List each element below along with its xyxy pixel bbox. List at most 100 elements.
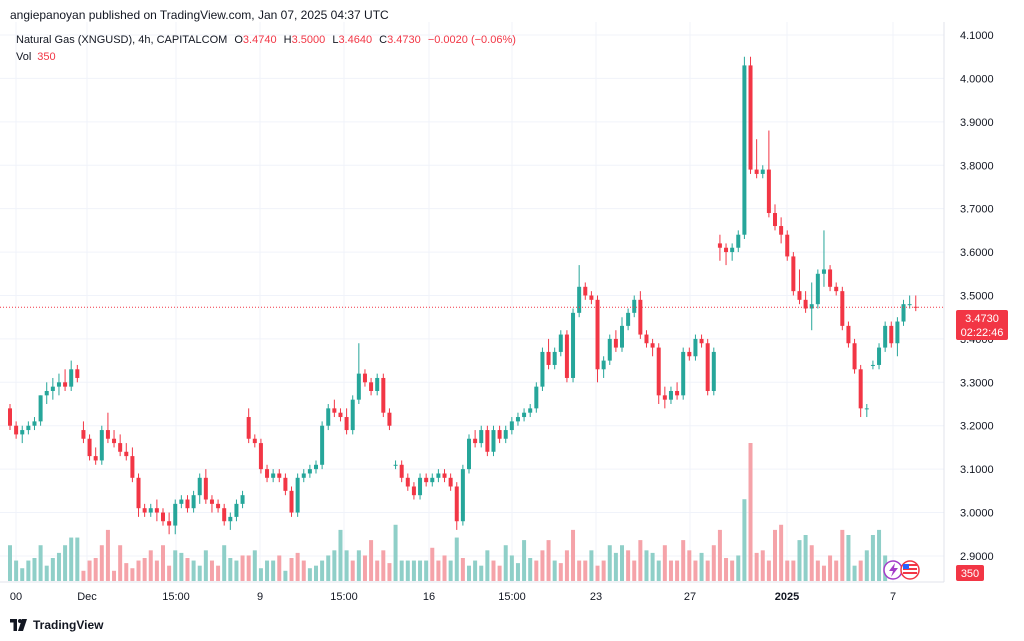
candle-body [467, 438, 471, 470]
volume-bar [105, 529, 110, 581]
volume-bar [81, 570, 86, 581]
candle [338, 408, 343, 422]
volume-bar [552, 560, 557, 581]
candle [821, 230, 826, 287]
candle-body [307, 469, 312, 474]
candle-body [301, 473, 306, 478]
candle [687, 347, 692, 361]
candle-body [362, 373, 367, 383]
candle-body [479, 430, 484, 444]
candle-body [742, 65, 747, 235]
candle [460, 464, 465, 526]
candle-body [852, 343, 857, 370]
volume-bar [216, 565, 221, 581]
candle-body [418, 477, 423, 496]
candle [913, 295, 918, 312]
tradingview-logo[interactable]: TradingView [10, 618, 103, 632]
volume-bar [424, 560, 429, 581]
y-tick-label: 3.2000 [960, 421, 994, 433]
candle-body [779, 226, 784, 235]
candle-body [828, 269, 833, 287]
candle [528, 404, 533, 418]
candle-body [644, 334, 649, 344]
volume-bar [717, 529, 722, 581]
candle [405, 473, 410, 491]
y-tick-label: 3.9000 [960, 117, 994, 129]
candle-body [803, 299, 808, 309]
price-tag-countdown: 02:22:46 [961, 327, 1004, 339]
volume-bar [56, 552, 61, 581]
candle-body [821, 269, 826, 274]
volume-bar [485, 550, 490, 581]
candle-body [454, 486, 459, 522]
candle [118, 434, 123, 457]
volume-bar [730, 560, 735, 581]
volume-bar [546, 540, 551, 581]
candle [693, 334, 698, 361]
volume-bar [252, 550, 257, 581]
y-tick-label: 3.5000 [960, 290, 994, 302]
candle-body [209, 499, 214, 504]
candle-body [448, 477, 453, 487]
candle [889, 321, 894, 348]
volume-bar [687, 550, 692, 581]
candle-body [877, 347, 882, 365]
volume-bar [809, 545, 814, 581]
candle [234, 499, 239, 522]
candle [418, 473, 423, 500]
volume-bar [387, 563, 392, 581]
candle-body [20, 430, 25, 435]
volume-bar [558, 563, 563, 581]
candle-body [375, 377, 380, 391]
volume-bar [791, 560, 796, 581]
candle-body [748, 65, 753, 170]
volume-bar [760, 550, 765, 581]
x-tick-label: 15:00 [330, 591, 358, 603]
candle-body [693, 338, 698, 357]
candle [307, 464, 312, 478]
symbol-name[interactable]: Natural Gas (XNGUSD), 4h, CAPITALCOM [16, 34, 228, 46]
price-tag-value: 3.4730 [965, 313, 999, 325]
candle [161, 508, 165, 526]
candle [75, 364, 80, 383]
us-flag-icon[interactable] [900, 560, 920, 580]
candle-body [142, 508, 147, 513]
symbol-legend: Natural Gas (XNGUSD), 4h, CAPITALCOM O3.… [16, 34, 520, 46]
volume-bar [393, 524, 398, 581]
candle [540, 347, 545, 391]
volume-bar [503, 545, 508, 581]
candle [69, 360, 74, 391]
volume-bar [528, 558, 533, 581]
volume-bar [699, 552, 704, 581]
candle [246, 408, 251, 444]
candle [864, 404, 869, 418]
candle-body [834, 286, 839, 292]
candle-body [717, 243, 722, 248]
volume-bar [846, 535, 851, 581]
x-tick-label: 7 [890, 591, 896, 603]
candle [289, 486, 294, 517]
candle [638, 291, 643, 339]
candle-body [258, 443, 263, 470]
candle [63, 369, 68, 391]
publisher-line: angiepanoyan published on TradingView.co… [10, 8, 389, 22]
volume-bar [773, 529, 777, 581]
candle [699, 334, 704, 348]
candle-body [234, 503, 239, 517]
volume-bar [228, 558, 233, 581]
lightning-icon[interactable] [883, 560, 903, 580]
candle [613, 330, 618, 352]
candle-body [124, 451, 129, 457]
candle-body [473, 438, 478, 444]
volume-bar [399, 560, 404, 581]
candle [185, 495, 190, 513]
volume-bar [418, 560, 423, 581]
candle [167, 512, 172, 535]
candle-body [148, 508, 153, 513]
candle [571, 308, 576, 383]
volume-bar [222, 545, 227, 581]
candle [154, 499, 159, 522]
candle-body [681, 351, 686, 396]
candle-body [405, 477, 410, 487]
